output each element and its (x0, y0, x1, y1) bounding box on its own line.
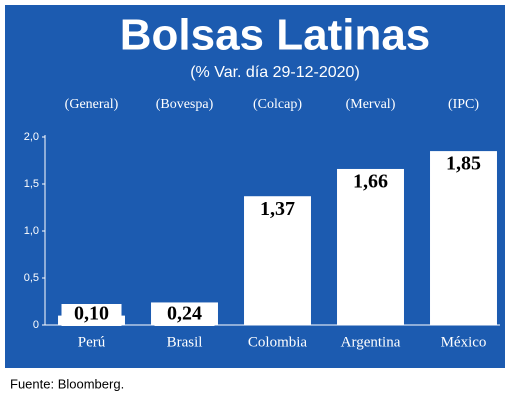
y-tick-label: 0 (33, 319, 39, 331)
chart-subtitle: (% Var. día 29-12-2020) (190, 64, 360, 81)
annotation: (IPC) (448, 97, 479, 112)
value-label: 0,10 (74, 303, 109, 325)
x-tick-label: Perú (78, 334, 106, 350)
x-tick-label: Brasil (167, 334, 203, 350)
x-tick-label: México (441, 334, 487, 350)
value-label: 1,85 (446, 153, 481, 175)
value-label-bg (340, 171, 401, 194)
source: Fuente: Bloomberg. (10, 376, 124, 391)
y-tick-label: 2,0 (24, 131, 39, 143)
chart-title: Bolsas Latinas (120, 11, 431, 60)
bar (430, 151, 497, 325)
bar (337, 168, 404, 325)
annotation: (General) (65, 97, 119, 112)
value-label-bg (154, 304, 215, 326)
value-label-bg (247, 199, 308, 222)
y-tick-label: 1,5 (24, 178, 39, 190)
y-tick-label: 0,5 (24, 272, 39, 284)
y-tick-label: 1,0 (24, 225, 39, 237)
value-label-bg (433, 154, 494, 177)
value-label: 1,37 (260, 198, 295, 220)
value-label: 0,24 (167, 303, 202, 325)
x-tick-label: Colombia (248, 334, 308, 350)
annotation: (Merval) (346, 97, 396, 112)
value-label-bg (61, 304, 122, 326)
value-label: 1,66 (353, 171, 388, 193)
annotation: (Bovespa) (156, 97, 214, 112)
x-tick-label: Argentina (341, 334, 401, 350)
annotation: (Colcap) (253, 97, 302, 112)
